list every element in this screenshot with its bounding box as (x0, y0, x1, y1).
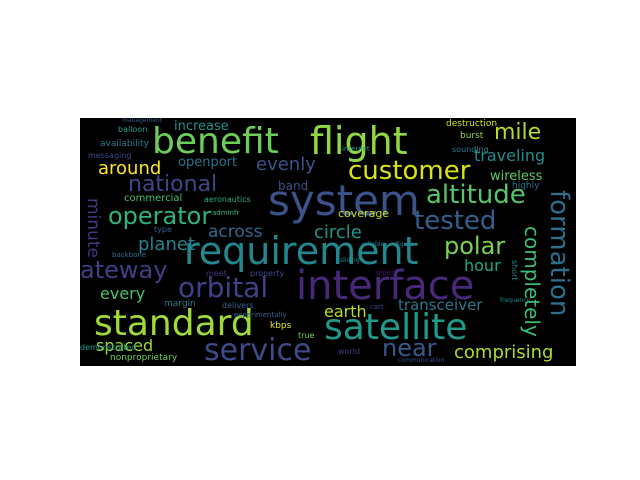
word-figure: figure (396, 241, 414, 248)
word-increase: increase (174, 119, 229, 134)
word-around: around (98, 158, 162, 179)
word-national: national (128, 172, 218, 197)
word-short: short (510, 260, 519, 281)
word-planet: planet (138, 234, 195, 255)
word-sliding: sliding (340, 257, 360, 264)
word-system: system (268, 176, 420, 225)
word-cart: cart (370, 303, 384, 311)
word-requirement: requirement (184, 229, 419, 273)
word-orbital: orbital (178, 271, 269, 304)
word-tested: tested (414, 206, 497, 236)
word-hour: hour (464, 256, 501, 275)
word-comprising: comprising (454, 342, 554, 363)
word-completely: completely (520, 226, 544, 337)
word-wireless: wireless (490, 169, 543, 184)
word-messaging: messaging (88, 151, 132, 160)
word-satellite: satellite (324, 307, 468, 348)
word-cloud: benefit flight mile system customer alti… (80, 118, 576, 366)
word-backbone: backbone (112, 251, 147, 259)
word-experimentally: experimentally (234, 311, 287, 319)
word-reliable: reliable (362, 241, 385, 248)
word-availability: availability (100, 139, 149, 149)
word-spaced: spaced (96, 336, 154, 355)
word-adminfr: adminfr (212, 209, 240, 217)
word-true: true (298, 331, 315, 340)
word-interface: interface (296, 263, 475, 309)
word-demonstrated: demonstrated (80, 343, 137, 352)
word-sounding: sounding (452, 145, 489, 154)
word-band: band (278, 179, 309, 193)
word-commercial: commercial (124, 193, 183, 204)
word-balloon: balloon (118, 125, 148, 134)
word-service: service (204, 333, 312, 366)
word-ateway: ateway (80, 256, 168, 284)
word-world: world (338, 347, 361, 356)
word-formation: formation (544, 190, 574, 317)
word-destruction: destruction (446, 119, 498, 129)
word-minute: minute (83, 198, 103, 258)
word-piper: piper (376, 269, 395, 277)
word-burst: burst (460, 131, 484, 141)
word-highly: highly (512, 181, 540, 191)
word-every: every (100, 284, 146, 303)
word-polar: polar (444, 232, 506, 260)
word-across: across (208, 222, 263, 242)
word-aeronautics: aeronautics (204, 195, 251, 204)
word-near: near (382, 334, 437, 362)
word-circle: circle (314, 222, 362, 243)
word-customer: customer (348, 156, 471, 186)
word-communication: communication (398, 357, 445, 364)
word-margin: margin (164, 299, 196, 309)
word-type: type (154, 225, 172, 234)
word-evenly: evenly (256, 154, 316, 175)
word-management: management (122, 118, 163, 124)
word-traveling: traveling (474, 146, 546, 165)
word-meet: meet (206, 269, 227, 278)
word-altitude: altitude (426, 180, 526, 210)
word-delivers: delivers (222, 301, 254, 310)
word-benefit: benefit (152, 121, 279, 162)
word-standard: standard (94, 303, 254, 344)
word-flight: flight (310, 119, 408, 163)
word-kbps: kbps (270, 321, 292, 331)
word-coverage: coverage (338, 207, 390, 220)
word-internet: internet (342, 145, 370, 153)
word-openport: openport (178, 155, 238, 170)
word-mile: mile (494, 120, 542, 145)
word-transceiver: transceiver (398, 296, 483, 314)
word-nonproprietary: nonproprietary (110, 353, 178, 363)
word-earth: earth (324, 302, 367, 321)
word-property: property (250, 269, 285, 278)
word-operator: operator (108, 202, 212, 230)
word-frequency: frequency (500, 297, 531, 304)
